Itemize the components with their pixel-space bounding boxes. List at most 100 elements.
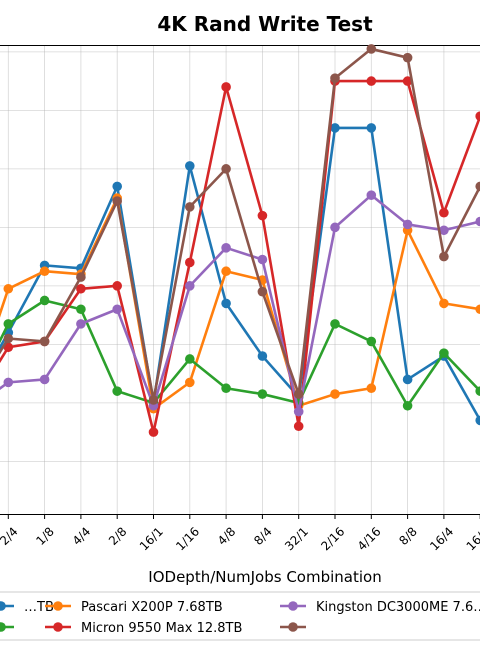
- data-point: [76, 319, 86, 329]
- x-tick-label: 2/4: [0, 524, 21, 548]
- data-point: [293, 406, 304, 417]
- data-point: [402, 219, 413, 230]
- data-point: [112, 386, 122, 396]
- legend-swatch-marker: [53, 622, 63, 632]
- data-point: [221, 383, 231, 394]
- data-point: [257, 286, 268, 297]
- data-point: [366, 76, 377, 86]
- data-point: [112, 196, 122, 206]
- legend-label: …TB: [24, 600, 54, 615]
- data-point: [366, 190, 377, 200]
- data-point: [112, 304, 122, 315]
- data-point: [402, 52, 413, 63]
- data-point: [185, 257, 195, 268]
- data-point: [475, 216, 480, 227]
- legend-label: Pascari X200P 7.68TB: [81, 600, 223, 615]
- data-point: [293, 389, 304, 399]
- data-point: [330, 389, 340, 399]
- data-point: [330, 222, 340, 233]
- series-group: [0, 190, 480, 417]
- data-point: [475, 386, 480, 396]
- legend-label: Kingston DC3000ME 7.6…: [316, 600, 480, 615]
- legend-entry: Pascari X200P 7.68TB: [45, 600, 223, 615]
- x-tick-label: 16/4: [427, 524, 456, 553]
- x-tick-label: 8/4: [251, 524, 275, 548]
- legend: …TB Pascari X200P 7.68TB Micron 9550 Max 1…: [0, 591, 480, 641]
- data-point: [439, 298, 449, 309]
- data-point: [439, 251, 449, 262]
- data-point: [221, 164, 231, 174]
- data-point: [39, 336, 50, 347]
- legend-swatch-marker: [0, 622, 6, 632]
- legend-entry: Kingston DC3000ME 7.6…: [280, 600, 480, 615]
- x-tick-label: 1/8: [33, 524, 57, 548]
- data-point: [330, 73, 340, 83]
- data-point: [221, 298, 231, 309]
- data-point: [366, 123, 377, 133]
- data-point: [3, 377, 14, 388]
- data-point: [76, 272, 86, 282]
- x-tick-label: 16/1: [137, 524, 166, 553]
- data-point: [148, 395, 159, 405]
- legend-box: [0, 591, 480, 641]
- data-point: [3, 283, 14, 294]
- data-point: [185, 377, 195, 388]
- data-point: [221, 243, 231, 253]
- data-point: [366, 383, 377, 394]
- x-tick-label: 4/16: [355, 524, 384, 553]
- data-point: [221, 266, 231, 277]
- x-tick-label: 8/8: [396, 524, 420, 548]
- x-tick-label: 32/1: [282, 524, 311, 553]
- data-point: [257, 351, 268, 361]
- series-group: [0, 76, 480, 437]
- data-point: [475, 111, 480, 121]
- data-point: [402, 400, 413, 411]
- axes: [0, 45, 480, 515]
- data-point: [185, 281, 195, 291]
- x-tick-label: 2/16: [318, 524, 347, 553]
- data-point: [475, 415, 480, 426]
- data-point: [39, 266, 50, 277]
- data-point: [3, 333, 14, 344]
- data-point: [366, 336, 377, 347]
- legend-swatch-marker: [288, 601, 298, 611]
- data-point: [293, 421, 304, 432]
- data-point: [439, 225, 449, 236]
- x-tick-label: 1/16: [173, 524, 202, 553]
- data-point: [3, 342, 14, 353]
- legend-swatch-marker: [0, 601, 6, 611]
- data-point: [39, 295, 50, 306]
- data-point: [257, 210, 268, 221]
- data-point: [439, 348, 449, 358]
- legend-entry: Micron 9550 Max 12.8TB: [45, 621, 242, 636]
- series-group: [0, 295, 480, 411]
- data-point: [112, 281, 122, 291]
- legend-entry: [280, 622, 306, 632]
- legend-entry: [0, 622, 14, 632]
- data-point: [402, 76, 413, 86]
- data-point: [39, 374, 50, 385]
- data-point: [439, 207, 449, 218]
- x-tick-label: 16/8: [464, 524, 480, 553]
- data-point: [330, 319, 340, 329]
- data-point: [76, 283, 86, 294]
- data-point: [402, 374, 413, 385]
- grid: [0, 46, 480, 514]
- series-lines: [0, 44, 480, 437]
- legend-swatch-marker: [288, 622, 298, 632]
- data-point: [112, 181, 122, 192]
- data-point: [257, 389, 268, 399]
- chart-title: 4K Rand Write Test: [157, 12, 373, 36]
- x-tick-label: 4/4: [70, 524, 94, 548]
- series-group: [0, 44, 480, 405]
- data-point: [257, 254, 268, 265]
- data-point: [221, 82, 231, 92]
- x-tick-label: 2/8: [106, 524, 130, 548]
- data-point: [76, 304, 86, 315]
- data-point: [366, 44, 377, 54]
- data-point: [148, 427, 159, 437]
- data-point: [475, 304, 480, 315]
- data-point: [185, 161, 195, 171]
- data-point: [185, 202, 195, 212]
